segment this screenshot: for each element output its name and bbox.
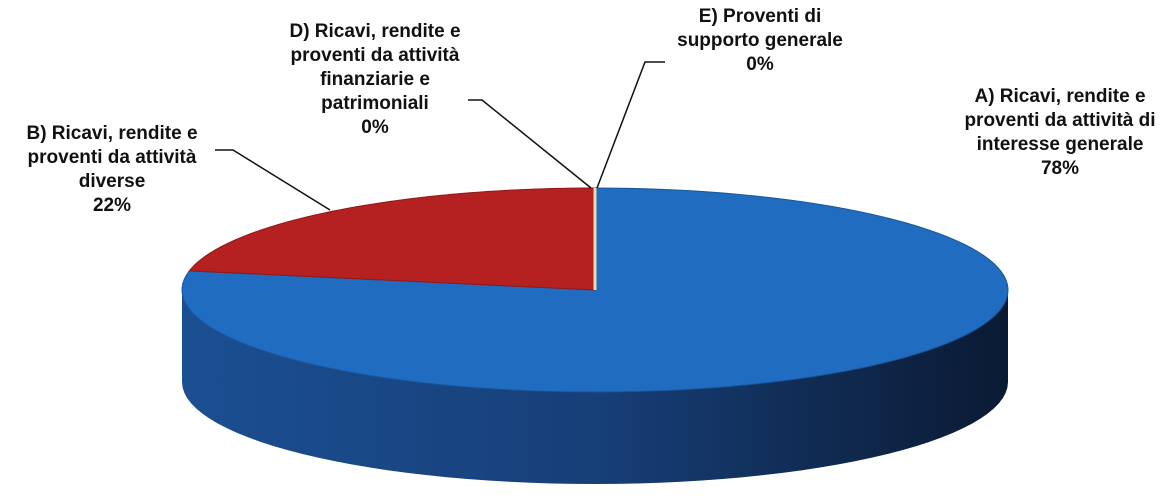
value-label: 0%: [361, 117, 389, 138]
data-label: E) Proventi di supporto generale 0%: [660, 5, 860, 77]
data-label: B) Ricavi, rendite e proventi da attivit…: [7, 122, 217, 218]
category-label: D) Ricavi, rendite e proventi da attivit…: [289, 21, 461, 114]
category-label: E) Proventi di supporto generale: [677, 6, 843, 51]
data-label: D) Ricavi, rendite e proventi da attivit…: [265, 20, 485, 140]
data-label: A) Ricavi, rendite e proventi da attivit…: [950, 85, 1168, 181]
slice-side: [182, 290, 1008, 484]
slice: [188, 187, 596, 291]
value-label: 22%: [92, 195, 132, 216]
category-label: A) Ricavi, rendite e proventi da attivit…: [964, 86, 1156, 155]
leader-line: [215, 149, 331, 211]
value-label: 78%: [1040, 158, 1080, 179]
value-label: 0%: [746, 54, 774, 75]
category-label: B) Ricavi, rendite e proventi da attivit…: [26, 123, 198, 192]
leader-line: [596, 61, 665, 189]
leader-line: [468, 99, 592, 189]
